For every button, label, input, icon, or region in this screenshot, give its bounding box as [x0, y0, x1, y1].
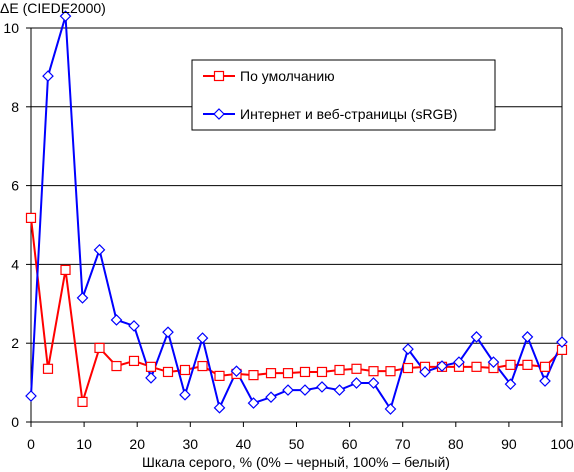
data-point-diamond — [556, 336, 568, 348]
data-point-diamond — [299, 384, 311, 396]
x-tick-label: 20 — [129, 436, 145, 452]
data-point-square — [94, 342, 105, 354]
data-point-diamond — [128, 320, 140, 332]
data-point-diamond — [470, 331, 483, 343]
data-point-diamond — [539, 375, 551, 387]
data-point-square — [265, 368, 277, 379]
data-point-diamond — [230, 365, 243, 378]
data-point-square — [471, 361, 482, 372]
data-point-diamond — [110, 314, 123, 326]
x-tick-label: 50 — [289, 436, 305, 452]
x-tick-label: 0 — [27, 436, 35, 452]
data-point-square — [334, 364, 345, 376]
data-point-square — [316, 366, 328, 378]
data-point-diamond — [25, 390, 37, 402]
data-point-diamond — [521, 331, 534, 343]
data-point-diamond — [59, 10, 72, 23]
data-point-square — [197, 360, 208, 372]
legend-square-marker-icon — [213, 70, 225, 82]
data-point-diamond — [316, 381, 328, 393]
data-point-diamond — [179, 388, 191, 401]
data-point-square — [60, 264, 71, 276]
x-tick-label: 40 — [236, 436, 252, 452]
x-tick-label: 70 — [395, 436, 411, 452]
data-point-square — [402, 362, 414, 374]
data-point-square — [145, 361, 157, 372]
data-point-square — [522, 359, 533, 370]
legend-entry-default: По умолчанию — [203, 68, 335, 84]
data-point-diamond — [436, 360, 448, 372]
y-tick-label: 0 — [11, 414, 19, 430]
data-point-square — [77, 396, 88, 408]
y-tick-label: 8 — [11, 99, 19, 115]
series-line-default — [30, 217, 563, 403]
y-axis-title: ΔE (CIEDE2000) — [0, 0, 106, 16]
legend-box — [191, 59, 496, 131]
legend-label-srgb: Интернет и веб-страницы (sRGB) — [240, 106, 457, 122]
data-point-diamond — [42, 70, 54, 82]
series-markers — [25, 10, 568, 415]
y-tick-label: 10 — [3, 20, 19, 36]
data-point-square — [25, 212, 37, 224]
data-point-square — [539, 361, 551, 372]
data-point-square — [162, 366, 174, 378]
data-point-square — [368, 366, 379, 377]
data-point-square — [351, 363, 362, 374]
data-point-square — [505, 359, 516, 370]
data-point-diamond — [282, 384, 294, 396]
x-axis-title: Шкала серого, % (0% – черный, 100% – бел… — [142, 454, 450, 470]
data-point-diamond — [213, 401, 226, 414]
x-tick-label: 30 — [183, 436, 199, 452]
data-point-square — [282, 368, 294, 379]
y-tick-label: 6 — [11, 178, 19, 194]
data-point-diamond — [367, 377, 380, 389]
data-point-diamond — [162, 326, 174, 339]
data-point-square — [385, 366, 396, 377]
data-point-diamond — [333, 384, 346, 396]
data-point-square — [179, 364, 191, 376]
x-tick-label: 10 — [76, 436, 92, 452]
data-point-diamond — [145, 372, 157, 384]
data-point-square — [248, 370, 259, 381]
data-point-diamond — [419, 366, 431, 378]
legend-entry-srgb: Интернет и веб-страницы (sRGB) — [203, 106, 457, 122]
x-tick-label: 60 — [342, 436, 358, 452]
data-point-diamond — [247, 397, 260, 409]
y-tick-label: 4 — [11, 256, 19, 272]
data-point-diamond — [487, 356, 500, 368]
data-point-diamond — [402, 343, 414, 355]
data-point-square — [299, 366, 311, 378]
data-point-diamond — [504, 378, 517, 391]
data-point-diamond — [93, 243, 106, 256]
data-point-diamond — [265, 391, 277, 404]
x-tick-label: 90 — [501, 436, 517, 452]
y-tick-label: 2 — [11, 335, 19, 351]
data-point-square — [128, 355, 140, 367]
data-point-square — [111, 360, 122, 372]
data-point-diamond — [453, 356, 465, 368]
data-point-diamond — [196, 332, 209, 344]
data-point-square — [214, 370, 225, 382]
data-point-square — [42, 363, 54, 374]
data-point-diamond — [76, 292, 89, 304]
x-tick-label: 100 — [550, 436, 574, 452]
legend: По умолчанию Интернет и веб-страницы (sR… — [191, 59, 496, 131]
legend-diamond-marker-icon — [213, 108, 225, 120]
x-tick-label: 80 — [448, 436, 464, 452]
data-point-diamond — [384, 403, 397, 415]
data-point-diamond — [350, 377, 363, 389]
legend-label-default: По умолчанию — [240, 68, 335, 84]
